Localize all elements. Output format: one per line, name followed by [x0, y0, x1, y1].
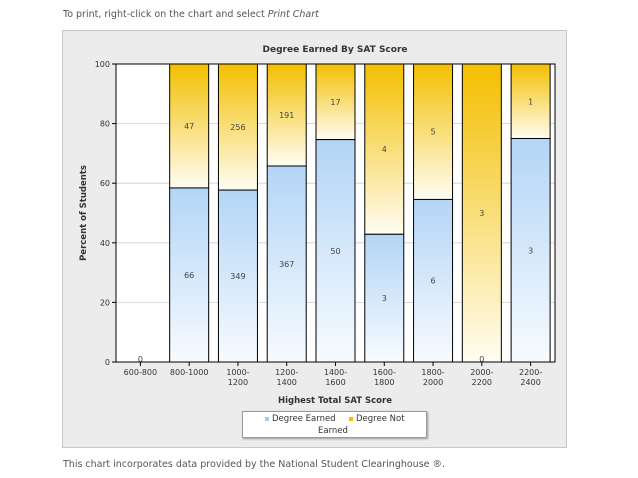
legend-swatch-earned [265, 416, 269, 421]
print-chart-emphasis: Print Chart [267, 9, 319, 20]
data-label-not-earned: 47 [184, 122, 194, 131]
data-label-earned: 3 [382, 294, 387, 303]
y-tick-label: 0 [105, 358, 110, 367]
bar-earned [217, 189, 258, 363]
bar-not-earned [413, 63, 454, 200]
x-tick-label: 1800-2000 [421, 368, 444, 387]
bars-group: 0 47 66 256 349 191 367 17 50 4 3 5 6 3 0 1 3 [138, 63, 551, 364]
legend-item-not-earned: Degree Not [349, 414, 405, 424]
data-source-note: This chart incorporates data provided by… [63, 459, 446, 470]
data-label-not-earned: 5 [431, 128, 436, 137]
y-tick-label: 60 [100, 179, 110, 188]
x-tick-label: 1400-1600 [324, 368, 347, 387]
y-tick-label: 80 [100, 120, 110, 129]
chart-title: Degree Earned By SAT Score [263, 45, 408, 55]
data-label-earned: 0 [479, 355, 484, 364]
bar-earned [364, 233, 405, 363]
y-tick-label: 20 [100, 298, 110, 307]
y-tick-label: 40 [100, 239, 110, 248]
y-axis: 0 20 40 60 80 100 [95, 60, 116, 367]
legend-label-not-earned: Degree Not [356, 414, 405, 424]
bar-not-earned [364, 63, 405, 235]
data-label-earned: 0 [138, 355, 143, 364]
data-label-not-earned: 4 [382, 145, 387, 154]
data-label-not-earned: 1 [528, 97, 533, 106]
x-tick-label: 2000-2200 [470, 368, 493, 387]
data-label-earned: 367 [279, 260, 294, 269]
y-axis-label: Percent of Students [79, 165, 89, 261]
x-tick-label: 2200-2400 [519, 368, 542, 387]
y-tick-label: 100 [95, 60, 110, 69]
bar-earned [510, 138, 551, 363]
legend-swatch-not-earned [349, 416, 353, 421]
x-tick-label: 1600-1800 [373, 368, 396, 387]
x-axis: 600-800 800-1000 1000-1200 1200-1400 1400-16… [115, 63, 556, 387]
legend-label-earned: Degree Earned [272, 414, 336, 424]
chart-legend: Degree Earned Degree Not Earned [242, 411, 427, 438]
bar-not-earned [217, 63, 258, 191]
data-label-not-earned: 17 [330, 98, 340, 107]
data-label-earned: 6 [431, 277, 436, 286]
legend-item-earned: Degree Earned [265, 414, 336, 424]
data-label-not-earned: 3 [479, 209, 484, 218]
bar-earned [169, 187, 210, 363]
plot-border [115, 63, 556, 363]
legend-label-not-earned-wrap: Earned [318, 426, 348, 436]
print-instruction-text: To print, right-click on the chart and s… [63, 9, 268, 20]
x-tick-label: 800-1000 [170, 368, 209, 377]
print-instruction: To print, right-click on the chart and s… [63, 9, 319, 20]
bar-earned [266, 165, 307, 363]
data-label-earned: 50 [330, 247, 340, 256]
bar-not-earned [315, 63, 356, 141]
data-label-not-earned: 191 [279, 111, 294, 120]
data-label-earned: 3 [528, 246, 533, 255]
data-label-earned: 349 [230, 272, 245, 281]
x-tick-label: 1000-1200 [226, 368, 249, 387]
x-tick-label: 1200-1400 [275, 368, 298, 387]
data-label-not-earned: 256 [230, 123, 245, 132]
x-axis-label: Highest Total SAT Score [278, 396, 392, 406]
data-label-earned: 66 [184, 271, 194, 280]
bar-not-earned [510, 63, 551, 139]
x-tick-label: 600-800 [124, 368, 157, 377]
